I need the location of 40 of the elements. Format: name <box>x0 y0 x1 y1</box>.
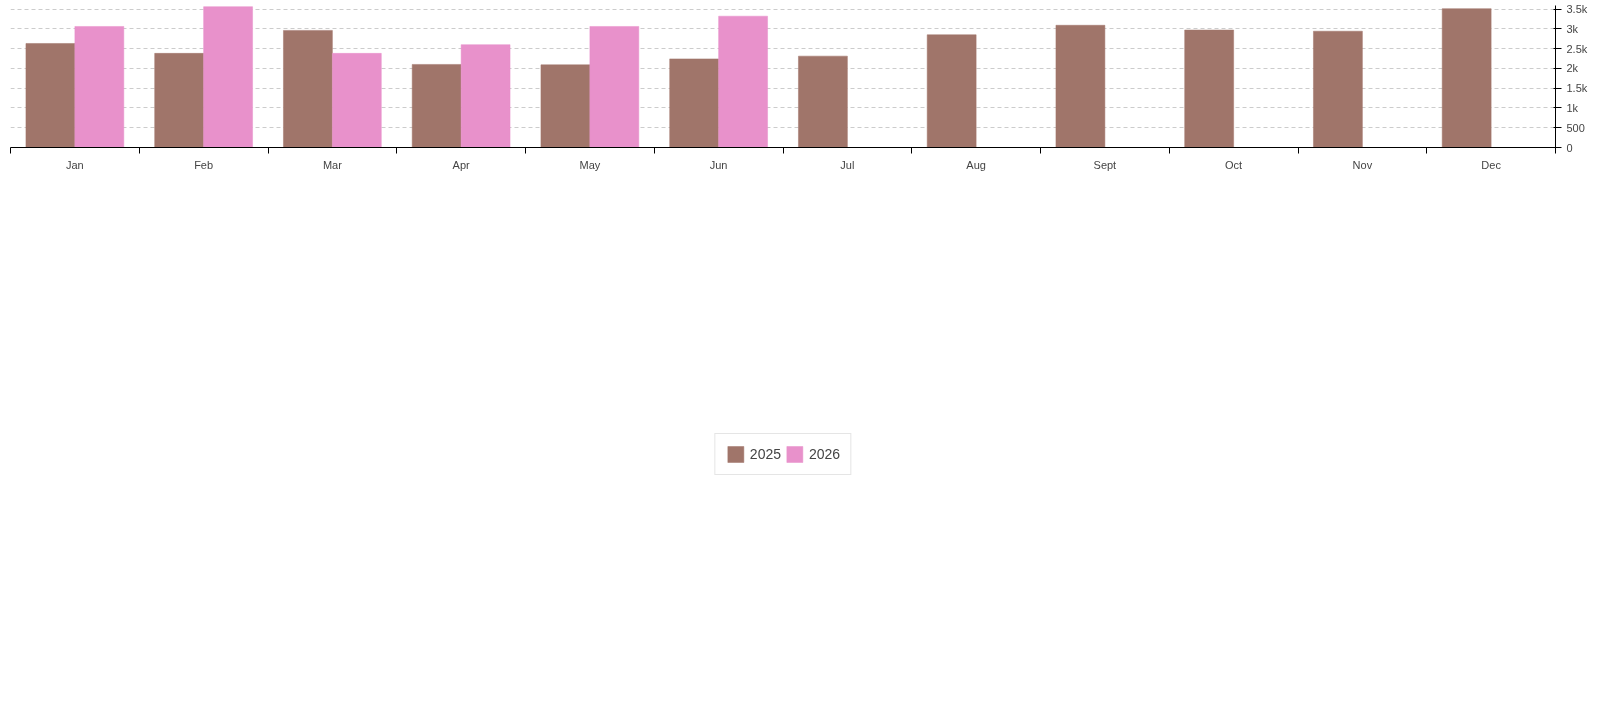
bar <box>669 58 719 148</box>
y-tick-label: 2.5k <box>1566 42 1588 55</box>
x-tick-label: Nov <box>1352 158 1373 171</box>
y-tick-label: 2k <box>1566 62 1579 75</box>
x-tick-label: Dec <box>1481 158 1502 171</box>
bar <box>460 44 511 148</box>
bar <box>1441 8 1492 148</box>
y-tick-label: 1k <box>1566 101 1579 114</box>
x-tick-label: Feb <box>194 158 214 171</box>
legend-label: 2026 <box>809 446 841 462</box>
bar <box>154 53 204 148</box>
x-tick-label: Mar <box>322 158 343 171</box>
y-tick-label: 3.5k <box>1566 3 1588 16</box>
bar <box>1313 30 1363 148</box>
y-tick-label: 1.5k <box>1566 82 1588 95</box>
bar <box>25 43 76 148</box>
y-tick-label: 3k <box>1566 22 1579 35</box>
bar <box>798 55 848 148</box>
bar <box>1184 29 1234 148</box>
bar <box>589 26 640 148</box>
x-tick-label: May <box>579 158 601 171</box>
x-tick-label: Sept <box>1093 158 1117 171</box>
x-tick-label: Aug <box>966 158 986 171</box>
bar <box>283 30 333 148</box>
bar <box>540 64 591 148</box>
bar <box>718 15 768 148</box>
bar <box>332 53 382 148</box>
bar <box>203 6 253 148</box>
x-tick-label: Jan <box>66 158 84 171</box>
x-tick-label: Jul <box>840 158 855 171</box>
legend-label: 2025 <box>749 446 781 462</box>
x-tick-label: Oct <box>1225 158 1243 171</box>
bar <box>1055 25 1106 148</box>
y-tick-label: 500 <box>1566 121 1585 134</box>
bar <box>74 26 125 148</box>
bar <box>926 34 977 148</box>
x-tick-label: Jun <box>709 158 728 171</box>
y-tick-label: 0 <box>1566 141 1573 154</box>
x-tick-label: Apr <box>452 158 471 171</box>
bar <box>411 64 462 148</box>
